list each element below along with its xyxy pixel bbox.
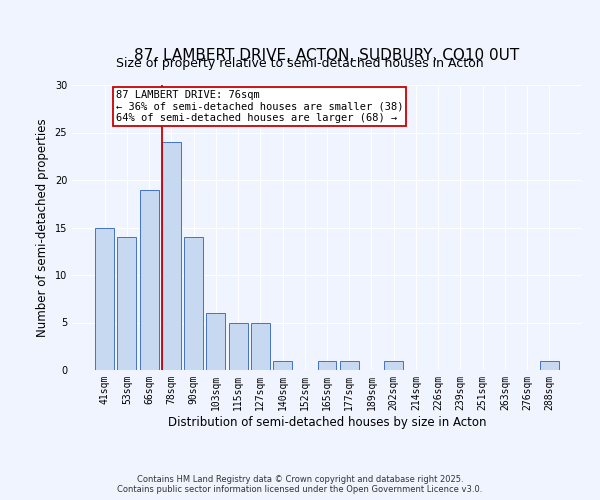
X-axis label: Distribution of semi-detached houses by size in Acton: Distribution of semi-detached houses by … bbox=[168, 416, 486, 428]
Bar bbox=[95, 228, 114, 370]
Bar bbox=[317, 360, 337, 370]
Bar bbox=[384, 360, 403, 370]
Bar bbox=[340, 360, 359, 370]
Bar bbox=[251, 322, 270, 370]
Bar bbox=[118, 237, 136, 370]
Bar bbox=[540, 360, 559, 370]
Bar bbox=[140, 190, 158, 370]
Bar bbox=[184, 237, 203, 370]
Text: Contains HM Land Registry data © Crown copyright and database right 2025.: Contains HM Land Registry data © Crown c… bbox=[137, 476, 463, 484]
Text: Contains public sector information licensed under the Open Government Licence v3: Contains public sector information licen… bbox=[118, 486, 482, 494]
Y-axis label: Number of semi-detached properties: Number of semi-detached properties bbox=[36, 118, 49, 337]
Text: Size of property relative to semi-detached houses in Acton: Size of property relative to semi-detach… bbox=[116, 57, 484, 70]
Title: 87, LAMBERT DRIVE, ACTON, SUDBURY, CO10 0UT: 87, LAMBERT DRIVE, ACTON, SUDBURY, CO10 … bbox=[134, 48, 520, 63]
Bar bbox=[206, 313, 225, 370]
Bar bbox=[162, 142, 181, 370]
Bar bbox=[229, 322, 248, 370]
Bar bbox=[273, 360, 292, 370]
Text: 87 LAMBERT DRIVE: 76sqm
← 36% of semi-detached houses are smaller (38)
64% of se: 87 LAMBERT DRIVE: 76sqm ← 36% of semi-de… bbox=[116, 90, 403, 123]
